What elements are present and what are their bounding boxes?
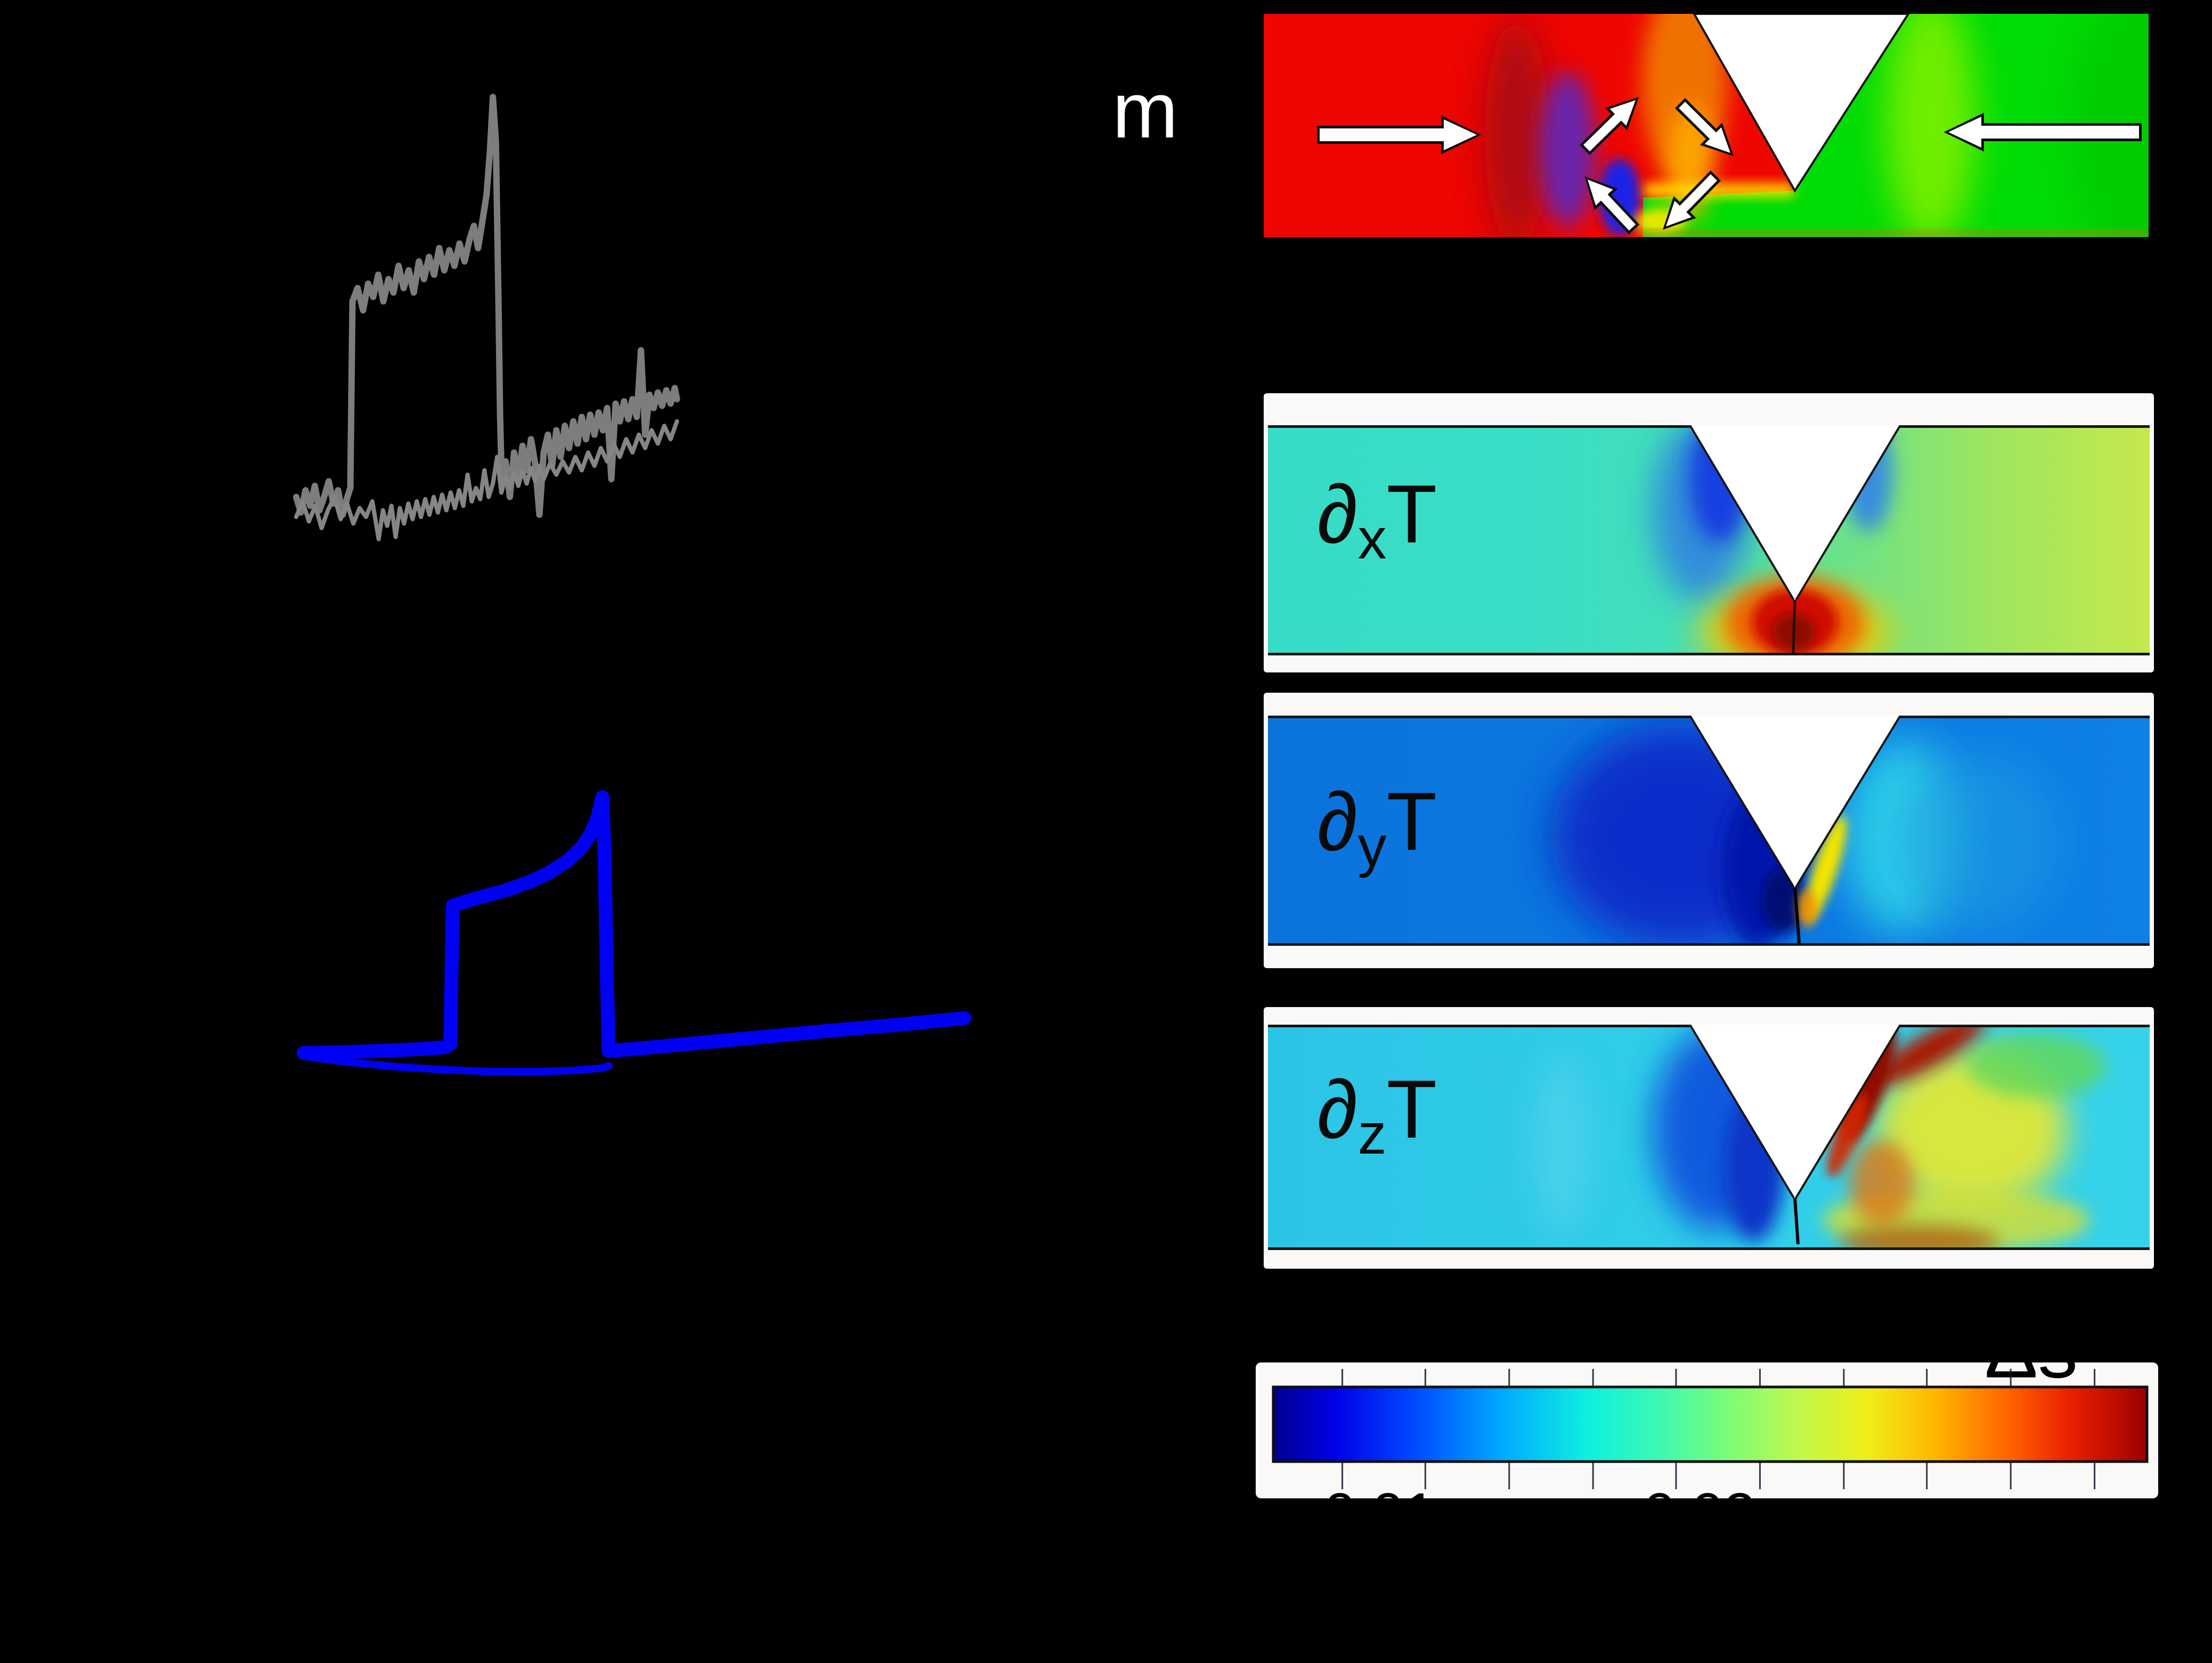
gradient-x-panel: ∂xT xyxy=(1264,393,2154,672)
wall-arrow-down-left xyxy=(1663,170,1721,230)
gradient-z-map-pixels xyxy=(1268,1025,2150,1250)
colorbar-tick-label-1: 0.01 xyxy=(1324,1481,1436,1498)
gradient-z-panel: ∂zT xyxy=(1264,1007,2154,1269)
magnetization-panel-label: m xyxy=(1112,67,1178,155)
gradient-y-panel: ∂yT xyxy=(1264,693,2154,968)
left-domain-arrow xyxy=(1317,115,1482,155)
colorbar-inset: Δs 0.01 0.02 xyxy=(1256,1362,2158,1498)
noisy-reference-signal xyxy=(294,419,679,541)
colorbar-gradient-bar xyxy=(1272,1385,2149,1463)
noisy-step-signal xyxy=(293,94,680,518)
wall-arrow-down-right xyxy=(1674,98,1734,156)
pulse-response xyxy=(297,790,971,1060)
gradient-x-map-pixels xyxy=(1268,425,2150,655)
notch-triangle xyxy=(1693,14,1910,193)
magnetization-arrows xyxy=(1317,97,2142,234)
gray-timetrace-plot xyxy=(293,94,680,541)
wall-arrow-up-left xyxy=(1584,176,1640,234)
gradient-z-label: ∂zT xyxy=(1317,1063,1437,1166)
baseline-branch xyxy=(300,1052,613,1076)
gradient-y-map-pixels xyxy=(1268,716,2150,946)
magnetization-map-panel xyxy=(1264,14,2149,237)
right-domain-arrow xyxy=(1943,112,2142,152)
colorbar-tick-label-2: 0.02 xyxy=(1644,1481,1755,1498)
gradient-y-label: ∂yT xyxy=(1317,775,1437,878)
gradient-x-label: ∂xT xyxy=(1317,468,1437,571)
wall-arrow-up-right xyxy=(1579,97,1639,156)
blue-timetrace-plot xyxy=(297,790,971,1076)
